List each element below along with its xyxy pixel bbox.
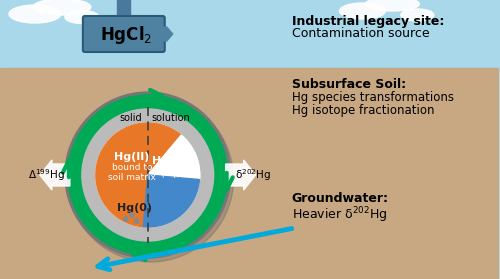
Circle shape	[96, 123, 200, 227]
Circle shape	[134, 219, 139, 223]
Text: Subsurface Soil:: Subsurface Soil:	[292, 78, 406, 91]
FancyArrow shape	[226, 160, 256, 190]
Circle shape	[68, 95, 228, 255]
Text: solid: solid	[119, 113, 142, 123]
Wedge shape	[148, 135, 200, 179]
Circle shape	[130, 213, 134, 217]
Text: Contamination source: Contamination source	[292, 27, 429, 40]
Text: solution: solution	[152, 113, 190, 123]
Text: (aq): (aq)	[160, 168, 180, 178]
Text: Hg species transformations: Hg species transformations	[292, 91, 454, 104]
Text: soil matrix: soil matrix	[108, 174, 156, 182]
Ellipse shape	[366, 0, 420, 11]
Bar	[0, 68, 499, 279]
Text: HgCl$_2$: HgCl$_2$	[100, 24, 152, 46]
Text: bound to: bound to	[112, 163, 152, 172]
Text: Hg(II): Hg(II)	[152, 156, 188, 166]
Text: δ$^{202}$Hg: δ$^{202}$Hg	[234, 167, 270, 183]
Wedge shape	[143, 175, 200, 227]
Text: Hg isotope fractionation: Hg isotope fractionation	[292, 104, 434, 117]
Ellipse shape	[340, 3, 386, 19]
Circle shape	[68, 96, 234, 262]
Text: Heavier δ$^{202}$Hg: Heavier δ$^{202}$Hg	[292, 205, 387, 225]
FancyArrow shape	[162, 27, 172, 41]
Circle shape	[82, 109, 214, 241]
Ellipse shape	[9, 5, 61, 23]
FancyBboxPatch shape	[83, 16, 164, 52]
FancyArrow shape	[40, 160, 70, 190]
Ellipse shape	[33, 0, 91, 15]
Text: Hg(0): Hg(0)	[118, 203, 152, 213]
Text: Industrial legacy site:: Industrial legacy site:	[292, 15, 444, 28]
Circle shape	[124, 217, 128, 221]
Circle shape	[65, 92, 230, 258]
Bar	[117, 0, 130, 20]
Ellipse shape	[38, 180, 258, 279]
Text: Δ$^{199}$Hg: Δ$^{199}$Hg	[28, 167, 66, 183]
Text: Hg(II): Hg(II)	[114, 152, 150, 162]
Ellipse shape	[65, 11, 99, 23]
Wedge shape	[96, 123, 181, 227]
Ellipse shape	[401, 9, 434, 21]
Text: Groundwater:: Groundwater:	[292, 192, 388, 205]
